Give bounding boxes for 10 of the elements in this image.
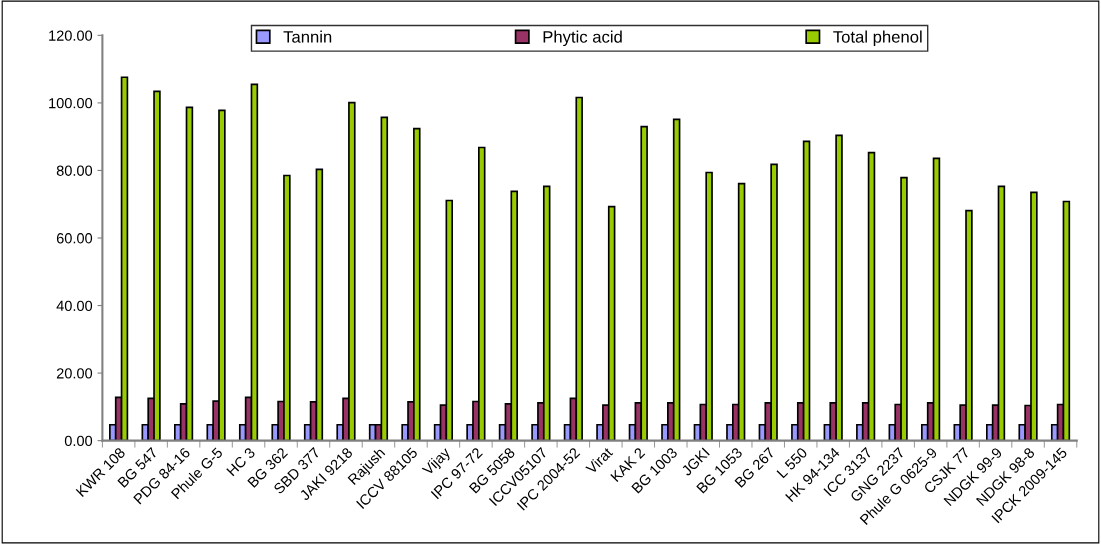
- legend-label: Phytic acid: [543, 30, 622, 47]
- legend-label: Total phenol: [833, 30, 922, 47]
- y-tick-label: 0.00: [64, 435, 93, 447]
- y-tick-label: 120.00: [49, 30, 93, 41]
- legend-label: Tannin: [283, 30, 332, 43]
- y-tick-label: 60.00: [56, 233, 93, 244]
- y-tick-label: 40.00: [56, 300, 93, 311]
- y-tick-label: 20.00: [56, 368, 93, 379]
- y-tick-label: 100.00: [49, 98, 93, 109]
- y-tick-label: 80.00: [56, 165, 93, 176]
